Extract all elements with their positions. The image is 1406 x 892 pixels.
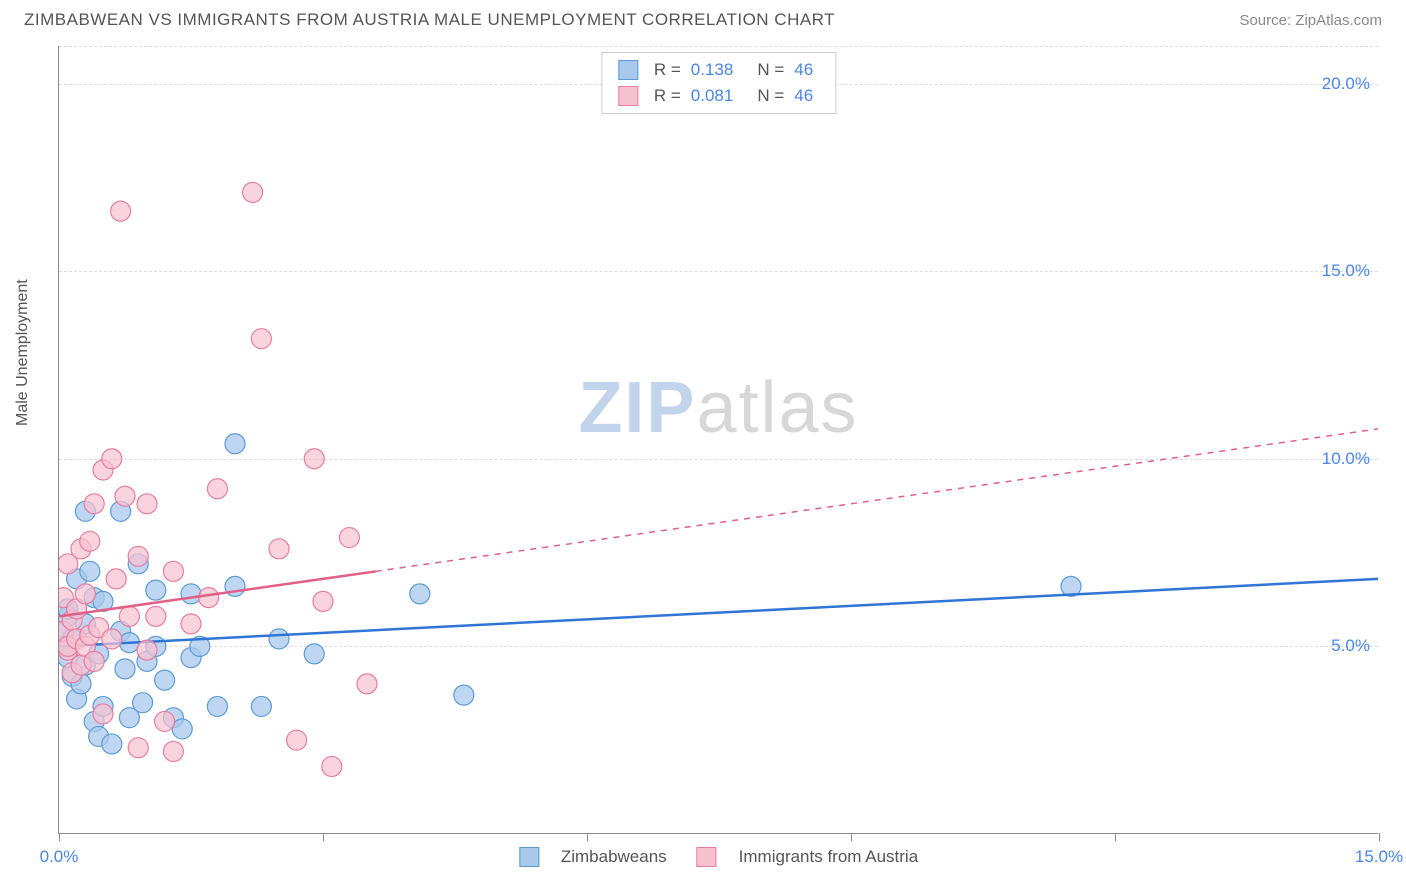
x-tick-label: 15.0% (1355, 847, 1403, 867)
legend-r-value: 0.081 (691, 86, 734, 106)
legend-correlation: R = 0.138 N = 46 R = 0.081 N = 46 (601, 52, 836, 114)
data-point (163, 741, 183, 761)
data-point (251, 329, 271, 349)
x-tick (587, 833, 588, 841)
x-tick (851, 833, 852, 841)
data-point (128, 738, 148, 758)
legend-r-label: R = (654, 60, 681, 80)
x-tick (323, 833, 324, 841)
data-point (339, 528, 359, 548)
data-point (322, 756, 342, 776)
source-label: Source: ZipAtlas.com (1239, 12, 1382, 29)
data-point (199, 588, 219, 608)
data-point (93, 704, 113, 724)
data-point (80, 561, 100, 581)
data-point (357, 674, 377, 694)
legend-r-value: 0.138 (691, 60, 734, 80)
trend-line-dashed (376, 429, 1378, 572)
data-point (163, 561, 183, 581)
y-axis-label: Male Unemployment (14, 279, 32, 426)
legend-swatch (519, 847, 539, 867)
plot-area: ZIPatlas R =0.138N =46R =0.081N =46 Zimb… (58, 46, 1378, 834)
data-point (80, 531, 100, 551)
data-point (102, 629, 122, 649)
data-point (410, 584, 430, 604)
data-point (207, 696, 227, 716)
data-point (155, 670, 175, 690)
data-point (137, 640, 157, 660)
x-tick-label: 0.0% (40, 847, 79, 867)
legend-n-value: 46 (794, 86, 813, 106)
data-point (128, 546, 148, 566)
data-point (111, 201, 131, 221)
data-point (102, 734, 122, 754)
data-point (243, 182, 263, 202)
legend-series-item: Immigrants from Austria (697, 847, 919, 867)
data-point (133, 693, 153, 713)
data-point (251, 696, 271, 716)
legend-series-label: Zimbabweans (561, 847, 667, 867)
data-point (84, 651, 104, 671)
data-point (207, 479, 227, 499)
data-point (106, 569, 126, 589)
scatter-svg (59, 46, 1378, 833)
data-point (313, 591, 333, 611)
data-point (181, 584, 201, 604)
chart-title: ZIMBABWEAN VS IMMIGRANTS FROM AUSTRIA MA… (24, 10, 835, 30)
data-point (146, 580, 166, 600)
legend-swatch (618, 60, 638, 80)
chart-container: Male Unemployment ZIPatlas R =0.138N =46… (24, 46, 1382, 866)
legend-r-label: R = (654, 86, 681, 106)
data-point (304, 644, 324, 664)
legend-swatch (618, 86, 638, 106)
data-point (146, 606, 166, 626)
data-point (119, 606, 139, 626)
legend-correlation-row: R = 0.081 N = 46 (602, 83, 835, 109)
data-point (304, 449, 324, 469)
data-point (269, 539, 289, 559)
legend-n-label: N = (757, 86, 784, 106)
data-point (181, 614, 201, 634)
legend-n-value: 46 (794, 60, 813, 80)
x-tick (59, 833, 60, 841)
data-point (102, 449, 122, 469)
data-point (269, 629, 289, 649)
legend-correlation-row: R = 0.138 N = 46 (602, 57, 835, 83)
x-tick (1115, 833, 1116, 841)
legend-swatch (697, 847, 717, 867)
data-point (115, 486, 135, 506)
data-point (115, 659, 135, 679)
legend-n-label: N = (757, 60, 784, 80)
legend-series: Zimbabweans Immigrants from Austria (519, 847, 918, 867)
legend-series-item: Zimbabweans (519, 847, 667, 867)
data-point (287, 730, 307, 750)
data-point (75, 584, 95, 604)
data-point (155, 711, 175, 731)
legend-series-label: Immigrants from Austria (739, 847, 919, 867)
x-tick (1379, 833, 1380, 841)
data-point (137, 494, 157, 514)
data-point (225, 434, 245, 454)
data-point (84, 494, 104, 514)
data-point (454, 685, 474, 705)
data-point (172, 719, 192, 739)
